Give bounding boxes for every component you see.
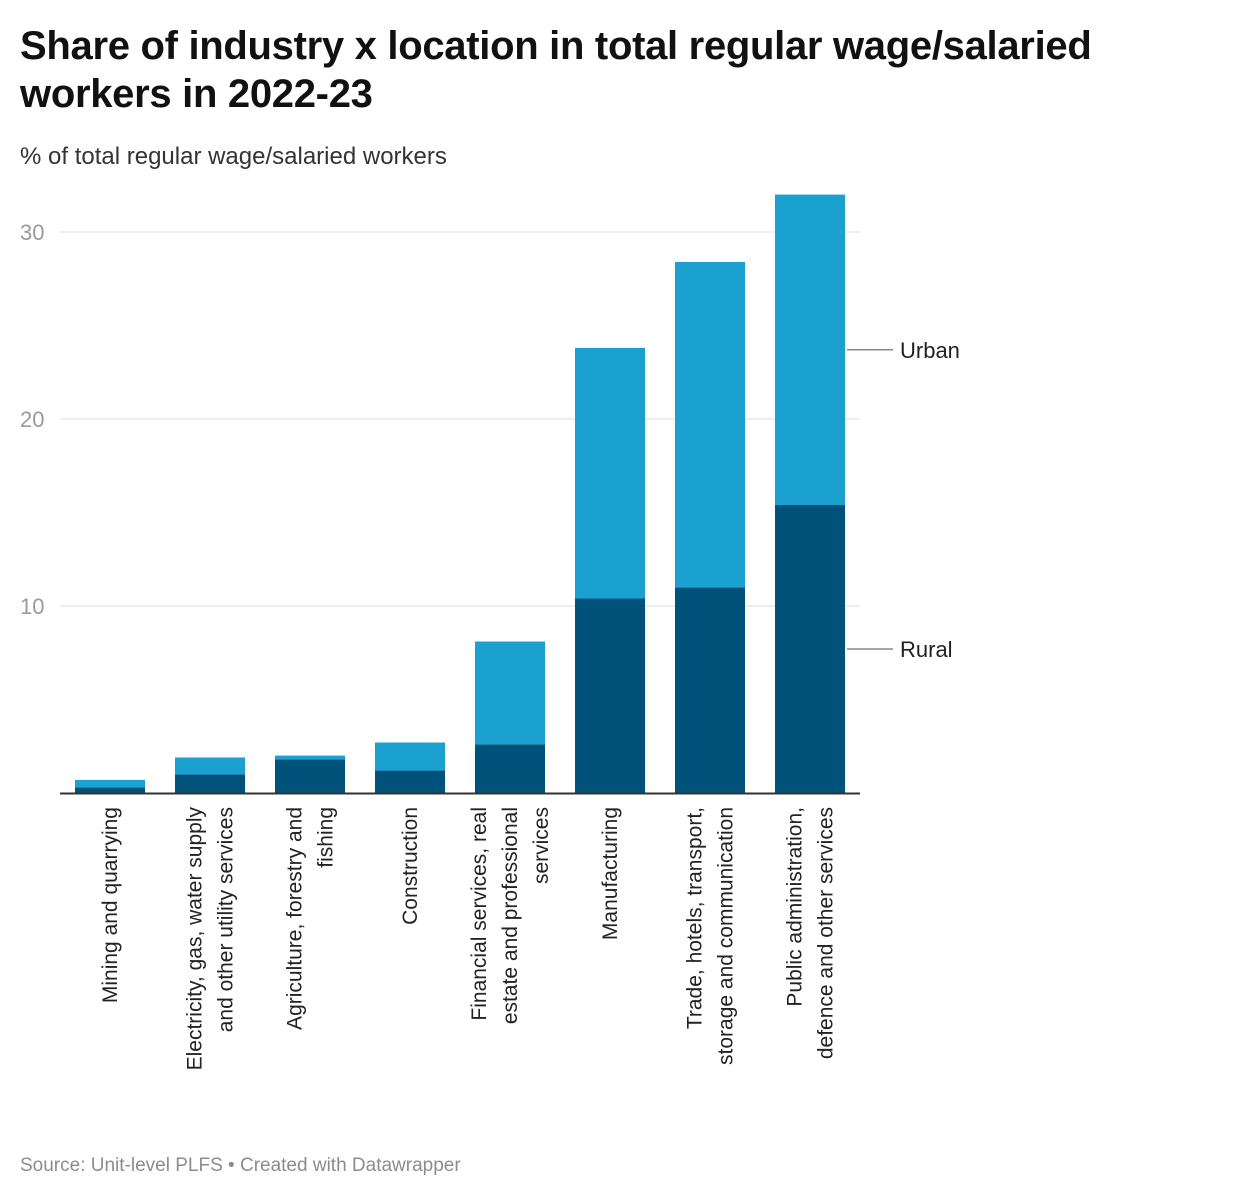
- chart-title: Share of industry x location in total re…: [20, 24, 1092, 116]
- chart-subtitle: % of total regular wage/salaried workers: [20, 143, 447, 170]
- x-tick-label-6: Manufacturing: [599, 807, 622, 940]
- x-tick-label-7: Trade, hotels, transport, storage and com…: [684, 807, 738, 1065]
- bar-rural-8: [775, 505, 845, 793]
- x-tick-label-1: Mining and quarrying: [99, 807, 122, 1003]
- x-tick-label-5: Financial services, real estate and profe…: [468, 807, 553, 1024]
- bar-urban-3: [275, 755, 345, 760]
- bar-rural-7: [675, 587, 745, 793]
- direct-labels: Rural Urban: [847, 338, 960, 662]
- x-tick-label-line: Trade, hotels, transport,: [684, 807, 707, 1029]
- x-tick-label-4: Construction: [399, 807, 422, 925]
- bar-urban-8: [775, 194, 845, 506]
- source-text: Source: Unit-level PLFS: [20, 1155, 223, 1176]
- chart-footer: Source: Unit-level PLFS • Created with D…: [20, 1153, 461, 1179]
- x-tick-label-line: defence and other services: [815, 807, 838, 1059]
- x-tick-label-line: Construction: [399, 807, 422, 925]
- x-tick-label-line: storage and communication: [715, 807, 738, 1065]
- bar-urban-5: [475, 641, 545, 745]
- bar-rural-5: [475, 744, 545, 793]
- bar-urban-2: [175, 757, 245, 775]
- footer-separator: •: [222, 1155, 240, 1176]
- credit-text: Created with Datawrapper: [239, 1155, 461, 1176]
- stacked-bar-chart: 10 20 30 Mining and quarrying Electricity, …: [20, 194, 960, 1071]
- category-labels: Mining and quarrying Electricity, gas, wa…: [99, 807, 838, 1071]
- x-tick-label-line: Mining and quarrying: [99, 807, 122, 1003]
- series-label-rural: Rural: [900, 637, 953, 662]
- x-tick-label-line: Electricity, gas, water supply: [184, 807, 207, 1071]
- x-tick-label-line: estate and professional: [499, 807, 522, 1024]
- x-tick-label-line: and other utility services: [215, 807, 238, 1032]
- x-tick-label-line: Financial services, real: [468, 807, 491, 1021]
- x-tick-label-2: Electricity, gas, water supply and other …: [184, 807, 238, 1071]
- x-tick-label-8: Public administration, defence and other …: [784, 807, 838, 1059]
- bar-urban-6: [575, 347, 645, 599]
- bars: [75, 194, 845, 793]
- y-tick-label-30: 30: [20, 220, 44, 245]
- bar-urban-7: [675, 261, 745, 588]
- y-tick-label-20: 20: [20, 407, 44, 432]
- bar-rural-6: [575, 598, 645, 793]
- bar-urban-4: [375, 742, 445, 771]
- bar-rural-1: [75, 787, 145, 793]
- x-tick-label-line: Public administration,: [784, 807, 807, 1007]
- x-tick-label-line: Manufacturing: [599, 807, 622, 940]
- series-label-urban: Urban: [900, 338, 960, 363]
- bar-rural-4: [375, 770, 445, 793]
- bar-rural-3: [275, 759, 345, 793]
- bar-rural-2: [175, 774, 245, 793]
- bar-urban-1: [75, 779, 145, 788]
- x-tick-label-3: Agriculture, forestry and fishing: [284, 807, 338, 1030]
- x-tick-label-line: fishing: [315, 807, 338, 868]
- x-tick-label-line: services: [530, 807, 553, 884]
- x-tick-label-line: Agriculture, forestry and: [284, 807, 307, 1030]
- y-tick-label-10: 10: [20, 594, 44, 619]
